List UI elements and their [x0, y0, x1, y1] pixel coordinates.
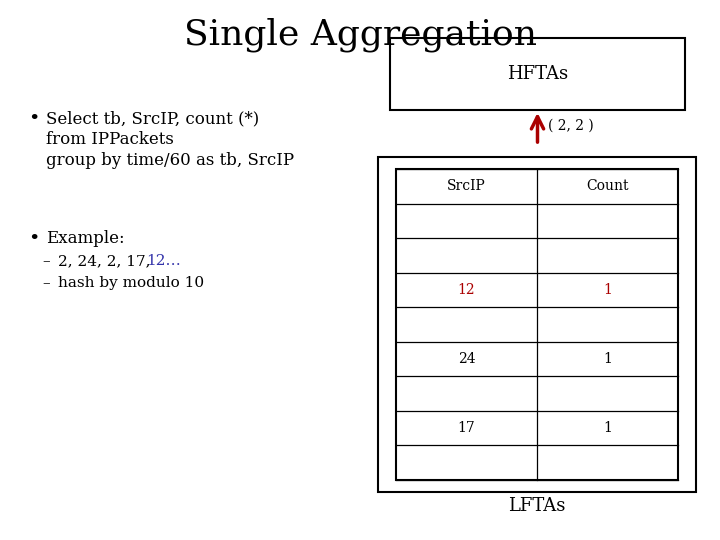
Text: 17: 17 — [458, 421, 475, 435]
Text: SrcIP: SrcIP — [447, 179, 486, 193]
Text: –: – — [42, 276, 50, 290]
Text: hash by modulo 10: hash by modulo 10 — [58, 276, 204, 290]
Text: 12: 12 — [458, 283, 475, 297]
Text: Select tb, SrcIP, count (*): Select tb, SrcIP, count (*) — [46, 110, 259, 127]
Text: 1: 1 — [603, 352, 612, 366]
Text: ( 2, 2 ): ( 2, 2 ) — [547, 118, 593, 132]
Text: 1: 1 — [603, 283, 612, 297]
Text: •: • — [28, 230, 40, 248]
Bar — [396, 169, 678, 480]
Text: LFTAs: LFTAs — [508, 497, 566, 515]
Bar — [378, 157, 696, 492]
Text: Example:: Example: — [46, 230, 125, 247]
Text: 1: 1 — [603, 421, 612, 435]
Text: 12…: 12… — [146, 254, 181, 268]
Text: Count: Count — [586, 179, 629, 193]
Text: 2, 24, 2, 17,: 2, 24, 2, 17, — [58, 254, 156, 268]
Bar — [390, 38, 685, 110]
Text: from IPPackets: from IPPackets — [46, 131, 174, 148]
Text: 24: 24 — [458, 352, 475, 366]
Text: Single Aggregation: Single Aggregation — [184, 18, 536, 52]
Text: group by time/60 as tb, SrcIP: group by time/60 as tb, SrcIP — [46, 152, 294, 169]
Text: HFTAs: HFTAs — [507, 65, 568, 83]
Text: –: – — [42, 254, 50, 268]
Text: •: • — [28, 110, 40, 128]
